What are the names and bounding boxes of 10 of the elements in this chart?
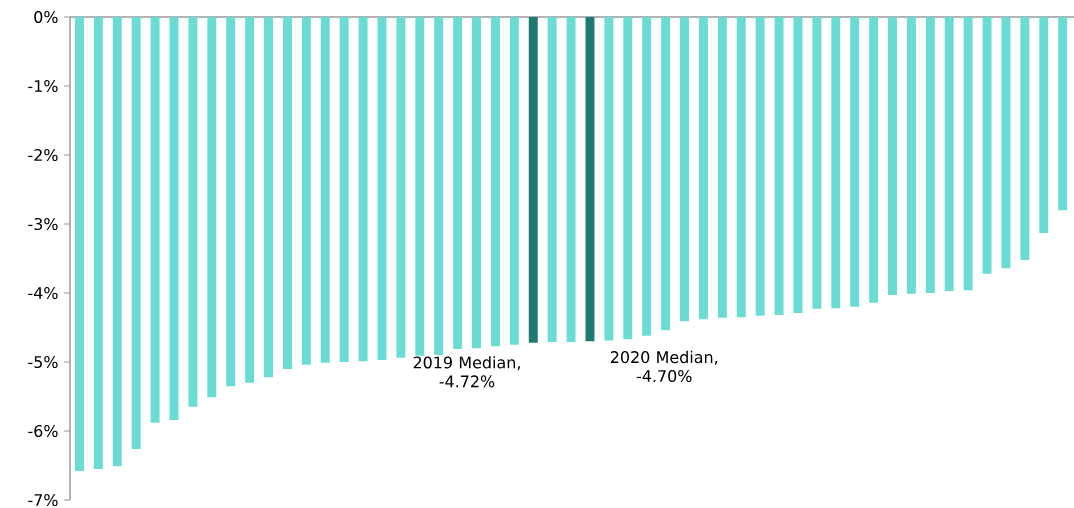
- y-tick-label: -7%: [28, 493, 58, 507]
- y-tick-label: -4%: [28, 286, 58, 300]
- y-tick-label: -5%: [28, 355, 58, 369]
- y-tick-label: -2%: [28, 148, 58, 162]
- y-tick-label: 0%: [34, 10, 58, 24]
- annotation: 2020 Median, -4.70%: [610, 350, 718, 383]
- y-tick-label: -6%: [28, 424, 58, 438]
- y-tick-label: -1%: [28, 79, 58, 93]
- annotation: 2019 Median, -4.72%: [413, 356, 520, 388]
- y-tick-label: -3%: [28, 217, 58, 231]
